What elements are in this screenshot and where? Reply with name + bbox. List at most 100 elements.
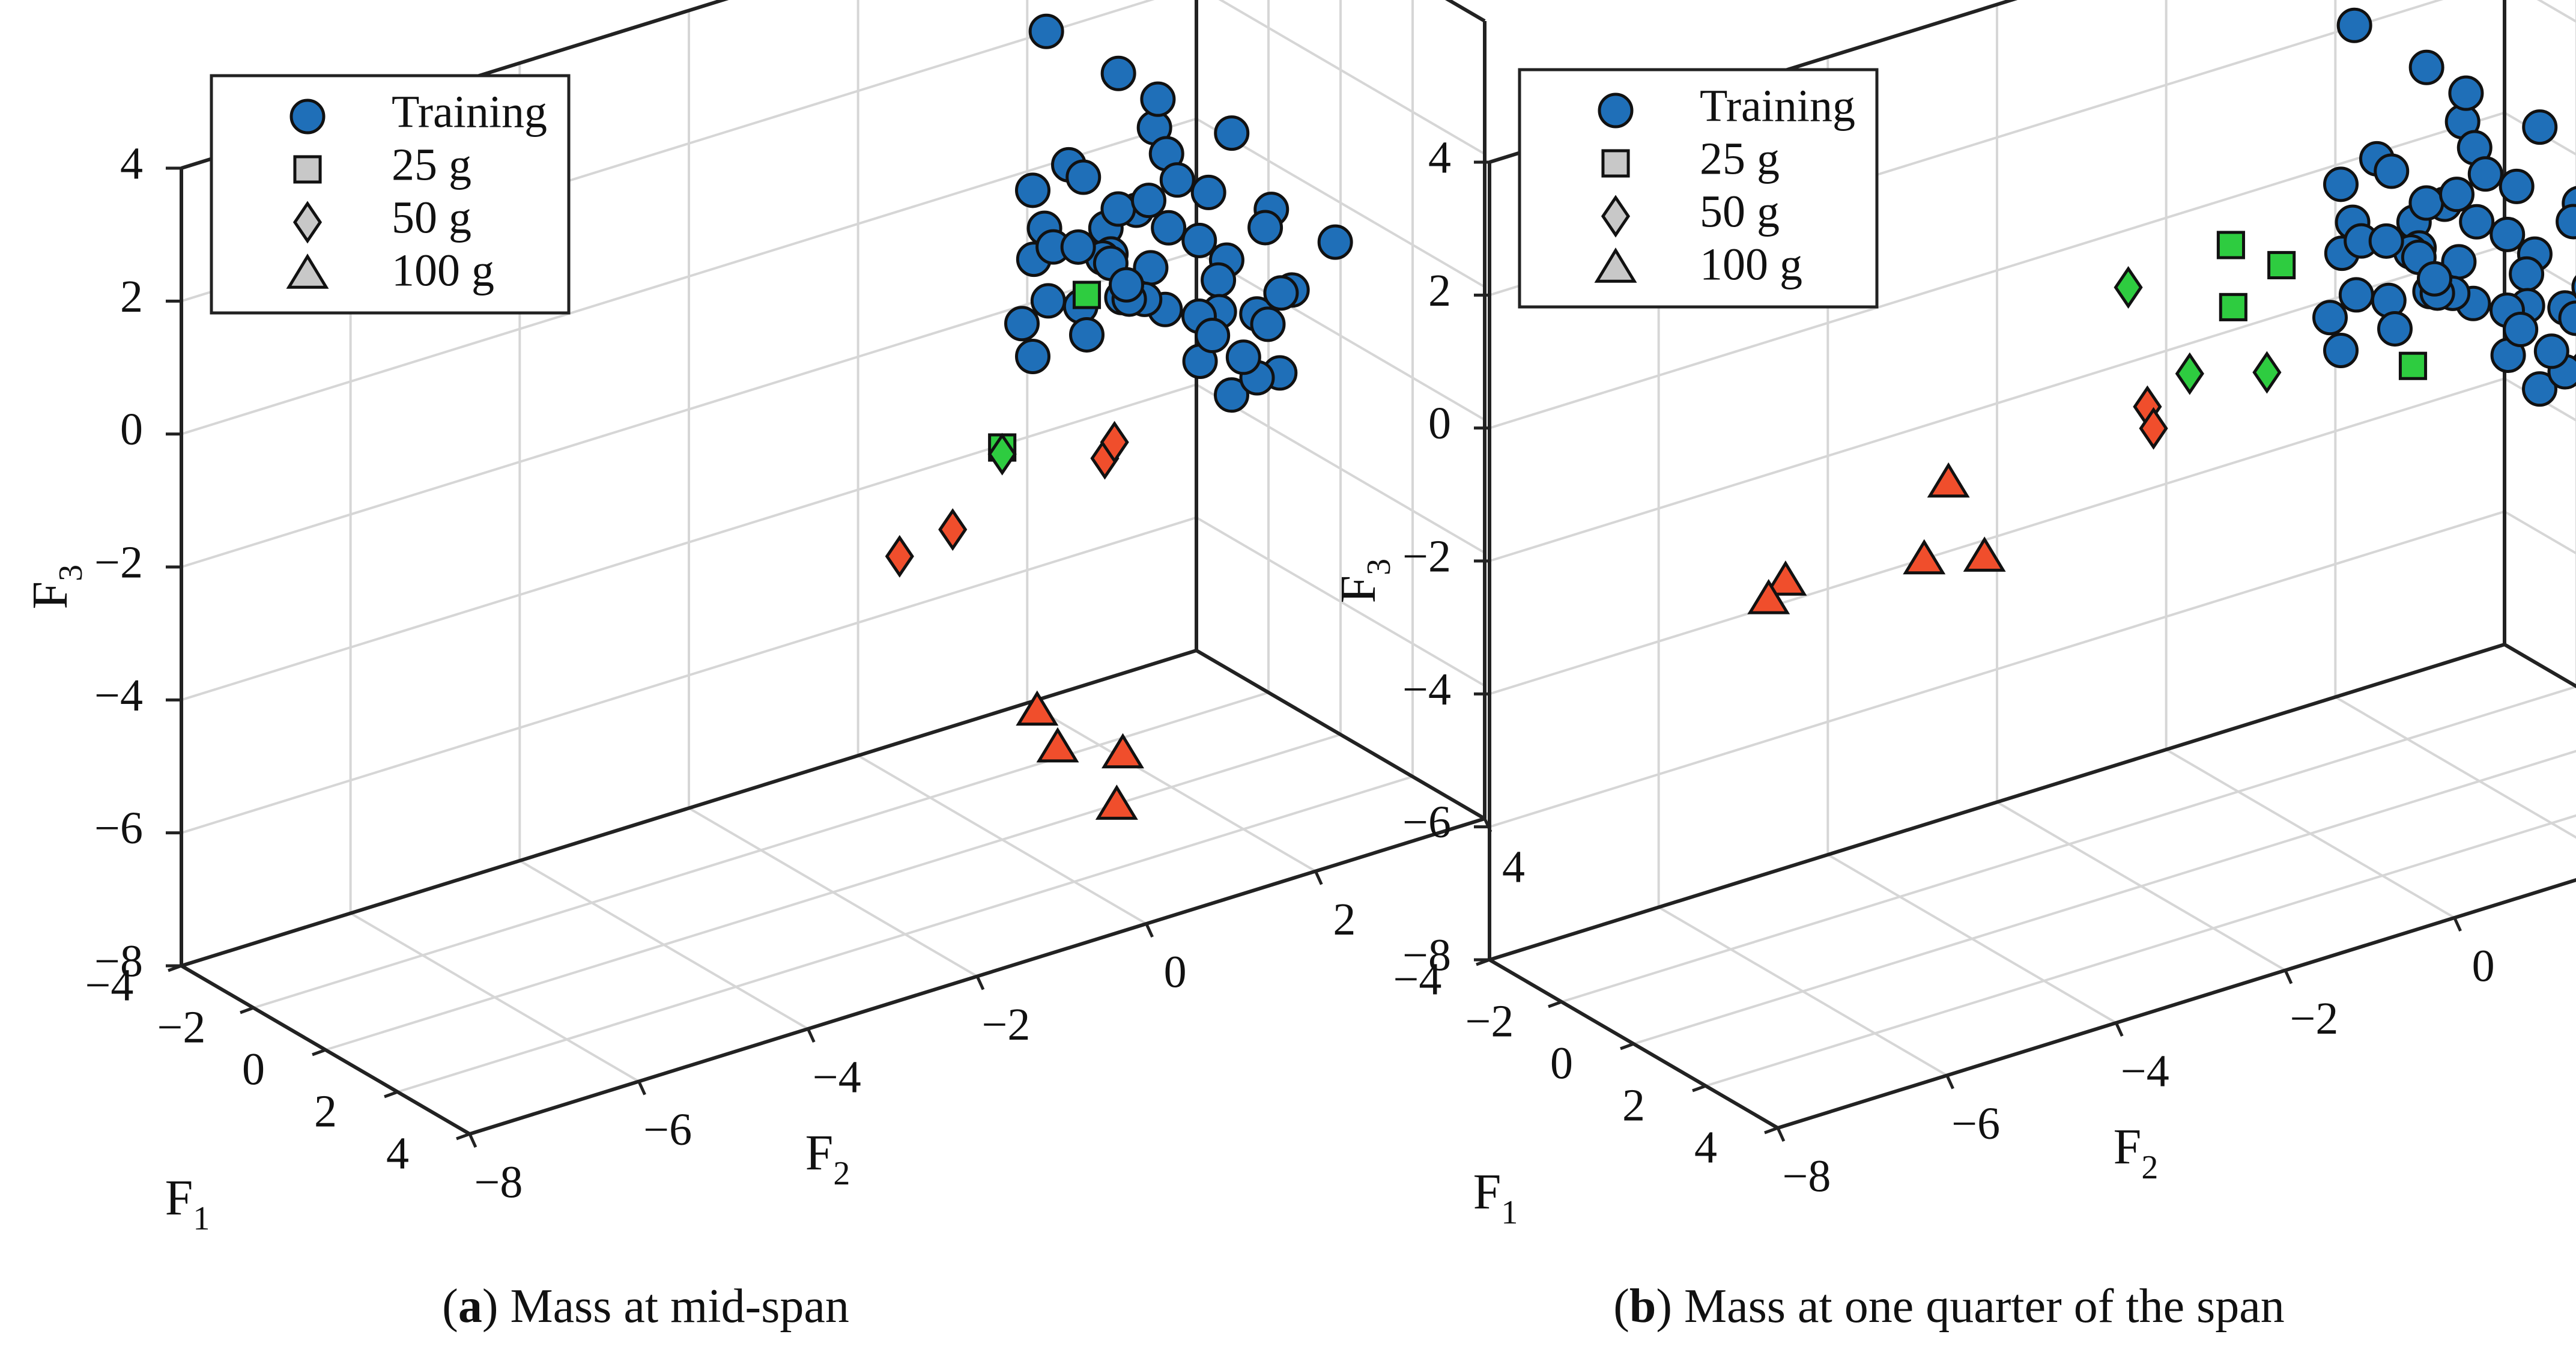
y-axis-label: F2 xyxy=(805,1125,850,1192)
panel-a: −8−6−4−2024−4−2024−8−6−4−2024F3F1F2Train… xyxy=(22,0,1525,1333)
legend-50g-label: 50 g xyxy=(1700,186,1780,237)
z-tick-label: 4 xyxy=(120,138,143,189)
floor-grid-line xyxy=(397,775,1413,1093)
training-point xyxy=(2323,166,2359,202)
z-tick-label: 4 xyxy=(1428,132,1451,183)
x-axis-label: F1 xyxy=(1473,1164,1518,1231)
point-100g-triangle xyxy=(1102,733,1144,769)
side-wall-grid-line xyxy=(1195,250,1486,421)
side-wall-grid-line xyxy=(1195,383,1486,554)
training-point xyxy=(2374,153,2410,189)
axis-edge xyxy=(1489,643,2505,962)
y-tick-mark xyxy=(1945,1075,1954,1090)
training-point xyxy=(2522,371,2557,407)
side-wall-grid-line xyxy=(2503,244,2576,289)
side-wall-grid-line xyxy=(2503,510,2576,555)
legend-25g-label: 25 g xyxy=(392,139,471,190)
y-tick-mark xyxy=(468,1133,477,1148)
training-point xyxy=(2448,75,2484,111)
floor-grid-line xyxy=(1561,685,2576,1003)
training-point xyxy=(2336,7,2372,43)
x-tick-label: 0 xyxy=(1550,1038,1573,1088)
legend-training-label: Training xyxy=(1700,80,1855,131)
point-100g-triangle xyxy=(1747,579,1790,614)
legend-50g-marker xyxy=(1601,195,1631,238)
point-25g-square xyxy=(2267,250,2296,280)
training-point xyxy=(1065,159,1102,195)
y-tick-label: −4 xyxy=(2121,1046,2169,1096)
training-point xyxy=(2533,333,2569,369)
y-tick-label: −2 xyxy=(2290,993,2339,1044)
training-point xyxy=(1015,338,1050,374)
point-100g-triangle xyxy=(1963,536,2006,572)
z-tick-label: −8 xyxy=(94,936,143,986)
side-wall-grid-line xyxy=(1218,0,1486,156)
x-tick-mark xyxy=(456,1132,470,1141)
training-point xyxy=(2499,168,2535,204)
z-tick-label: −4 xyxy=(94,670,143,721)
training-point xyxy=(2323,332,2359,368)
training-point xyxy=(2408,49,2444,85)
x-tick-mark xyxy=(1692,1084,1706,1093)
training-point xyxy=(2556,204,2576,240)
training-point xyxy=(1151,210,1187,246)
y-tick-label: 2 xyxy=(1333,894,1356,945)
training-point xyxy=(1214,115,1250,151)
axis-edge xyxy=(1777,878,2576,1130)
back-wall-grid-line xyxy=(181,250,1197,568)
x-tick-mark xyxy=(1764,1126,1778,1135)
x-tick-label: −4 xyxy=(85,960,134,1010)
x-tick-label: 0 xyxy=(242,1044,265,1094)
training-point xyxy=(1195,318,1231,354)
training-point xyxy=(2459,204,2495,240)
point-50g-diamond xyxy=(2114,265,2143,309)
training-point xyxy=(2509,256,2545,292)
training-point xyxy=(2490,216,2526,252)
x-tick-mark xyxy=(1476,958,1490,966)
z-tick-label: −6 xyxy=(94,803,143,853)
y-tick-mark xyxy=(2284,969,2293,984)
side-wall-grid-line xyxy=(2505,0,2576,15)
back-wall-grid-line xyxy=(1489,111,2505,429)
z-tick-label: 0 xyxy=(1428,398,1451,449)
training-point xyxy=(1263,275,1299,311)
training-point xyxy=(1015,172,1050,208)
legend-training-marker xyxy=(289,99,326,135)
x-tick-label: −4 xyxy=(1393,954,1442,1004)
training-point xyxy=(1004,306,1040,342)
training-point xyxy=(1159,162,1195,198)
point-25g-square xyxy=(2398,351,2428,380)
point-50g-diamond xyxy=(1100,420,1129,464)
point-100g-triangle xyxy=(1036,727,1079,763)
training-point xyxy=(1109,267,1144,303)
point-50g-diamond xyxy=(885,535,914,578)
side-wall-grid-line xyxy=(2503,377,2576,422)
z-tick-label: −6 xyxy=(1402,797,1451,847)
training-point xyxy=(2377,311,2413,347)
y-tick-label: 0 xyxy=(2472,941,2495,991)
training-point xyxy=(2338,277,2374,313)
z-tick-label: −8 xyxy=(1402,930,1451,980)
point-100g-triangle xyxy=(1764,560,1807,596)
point-50g-diamond xyxy=(938,508,968,551)
z-axis-label: F3 xyxy=(1330,559,1398,604)
z-tick-label: 2 xyxy=(120,271,143,322)
legend-box xyxy=(210,74,571,315)
point-100g-triangle xyxy=(1016,690,1059,726)
x-tick-label: −2 xyxy=(1465,996,1514,1046)
legend-training-label: Training xyxy=(392,86,547,137)
training-point xyxy=(2467,156,2503,192)
y-tick-label: −8 xyxy=(1783,1151,1831,1201)
side-wall-grid-line xyxy=(2503,643,2576,688)
training-point xyxy=(1190,174,1226,210)
point-100g-triangle xyxy=(1927,462,1970,498)
back-wall-grid-line xyxy=(1489,244,2505,562)
legend-training-marker xyxy=(1598,92,1634,129)
axis-edge xyxy=(2505,0,2576,15)
training-point xyxy=(1201,262,1237,298)
floor-grid-line xyxy=(253,691,1269,1009)
x-tick-mark xyxy=(240,1006,254,1014)
point-25g-square xyxy=(2216,231,2245,259)
floor-grid-line xyxy=(1633,750,2576,1045)
